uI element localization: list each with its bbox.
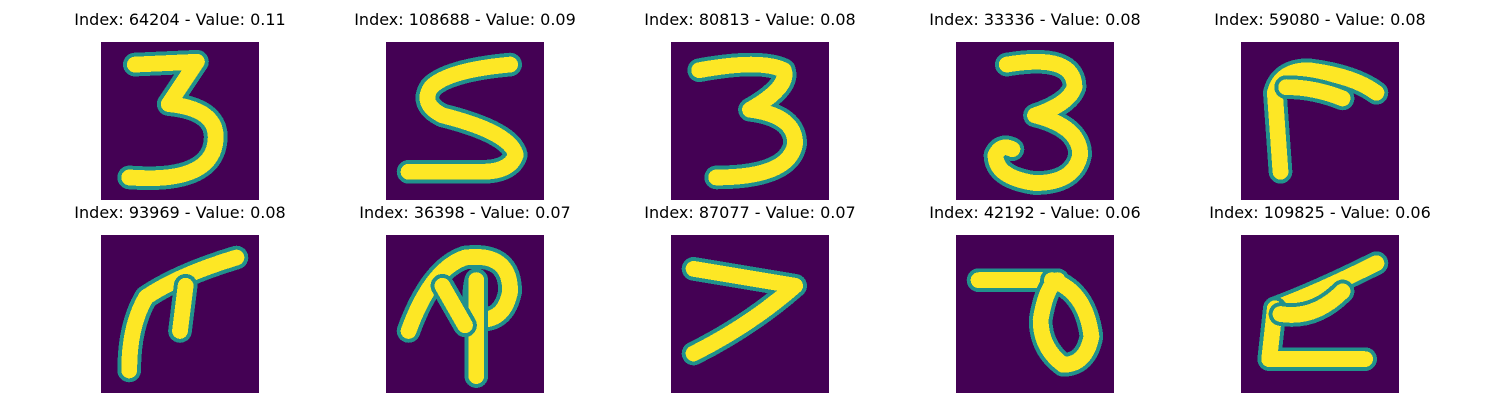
panel-title: Index: 64204 - Value: 0.11: [74, 10, 286, 29]
panel-3: Index: 80813 - Value: 0.08: [630, 8, 870, 200]
digit-image: [1241, 42, 1399, 200]
panel-title: Index: 109825 - Value: 0.06: [1209, 203, 1431, 222]
digit-image: [956, 235, 1114, 393]
digit-image: [101, 235, 259, 393]
panel-8: Index: 87077 - Value: 0.07: [630, 201, 870, 393]
digit-image: [386, 42, 544, 200]
panel-title: Index: 59080 - Value: 0.08: [1214, 10, 1426, 29]
panel-title: Index: 36398 - Value: 0.07: [359, 203, 571, 222]
digit-image: [1241, 235, 1399, 393]
panel-title: Index: 87077 - Value: 0.07: [644, 203, 856, 222]
panel-10: Index: 109825 - Value: 0.06: [1200, 201, 1440, 393]
panel-9: Index: 42192 - Value: 0.06: [915, 201, 1155, 393]
panel-title: Index: 33336 - Value: 0.08: [929, 10, 1141, 29]
panel-2: Index: 108688 - Value: 0.09: [345, 8, 585, 200]
panel-title: Index: 93969 - Value: 0.08: [74, 203, 286, 222]
digit-image: [101, 42, 259, 200]
digit-image: [386, 235, 544, 393]
panel-7: Index: 36398 - Value: 0.07: [345, 201, 585, 393]
panel-5: Index: 59080 - Value: 0.08: [1200, 8, 1440, 200]
panel-title: Index: 80813 - Value: 0.08: [644, 10, 856, 29]
panel-1: Index: 64204 - Value: 0.11: [60, 8, 300, 200]
panel-title: Index: 108688 - Value: 0.09: [354, 10, 576, 29]
digit-image: [671, 235, 829, 393]
digit-image: [956, 42, 1114, 200]
panel-4: Index: 33336 - Value: 0.08: [915, 8, 1155, 200]
digit-image: [671, 42, 829, 200]
panel-title: Index: 42192 - Value: 0.06: [929, 203, 1141, 222]
panel-6: Index: 93969 - Value: 0.08: [60, 201, 300, 393]
